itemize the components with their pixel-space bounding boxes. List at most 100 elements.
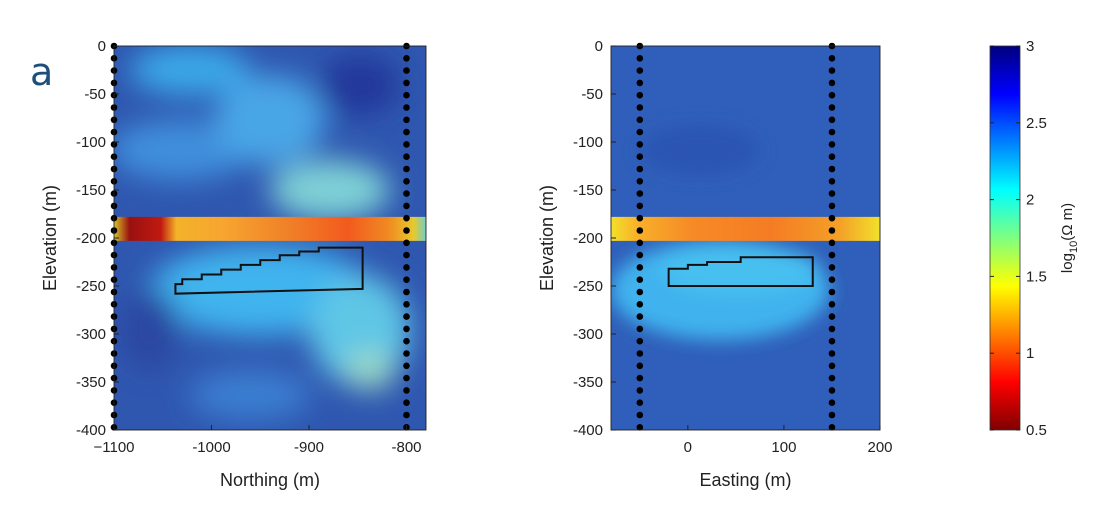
borehole-dot <box>403 128 410 136</box>
borehole-dot <box>636 128 644 136</box>
borehole-dot <box>828 399 836 407</box>
borehole-dot <box>403 202 410 210</box>
borehole-dot <box>636 424 644 431</box>
borehole-dot <box>403 288 410 296</box>
borehole-dot <box>636 178 644 185</box>
borehole-line-a-1 <box>110 42 118 431</box>
x-tick-label: -900 <box>294 439 324 456</box>
borehole-dot <box>636 399 644 407</box>
borehole-dot <box>403 153 410 160</box>
borehole-dot <box>403 387 410 394</box>
y-tick-label: -50 <box>581 86 603 103</box>
colorbar-tick-label: 2.5 <box>1026 115 1047 132</box>
colorbar-tick-label: 1.5 <box>1026 268 1047 285</box>
borehole-dot <box>403 190 410 197</box>
y-tick-label: 0 <box>595 38 603 55</box>
borehole-dot <box>828 362 836 370</box>
borehole-dot <box>403 104 410 111</box>
x-tick-label: 200 <box>867 439 892 456</box>
borehole-dot <box>636 141 644 148</box>
borehole-dot <box>403 276 410 284</box>
y-tick-label: -400 <box>76 422 106 439</box>
borehole-dot <box>636 337 644 345</box>
borehole-dot <box>636 104 644 111</box>
borehole-dot <box>403 313 410 320</box>
borehole-dot <box>636 202 644 210</box>
borehole-dot <box>828 325 836 333</box>
borehole-dot <box>403 301 410 308</box>
borehole-dot <box>636 190 644 197</box>
y-tick-label: -150 <box>573 182 603 199</box>
borehole-dot <box>636 288 644 296</box>
borehole-dot <box>403 239 410 247</box>
borehole-dot <box>828 387 836 394</box>
borehole-dot <box>636 67 644 74</box>
borehole-dot <box>636 301 644 308</box>
borehole-dot <box>636 362 644 370</box>
borehole-line-b-2 <box>828 42 836 431</box>
y-tick-label: -200 <box>76 230 106 247</box>
borehole-dot <box>828 374 836 382</box>
x-axis-label-a: Northing (m) <box>220 470 320 490</box>
y-tick-label: 0 <box>98 38 106 55</box>
panel-letter: a <box>30 50 54 94</box>
borehole-dot <box>828 190 836 197</box>
y-tick-label: -400 <box>573 422 603 439</box>
borehole-dot <box>403 165 410 173</box>
borehole-dot <box>403 362 410 370</box>
borehole-dot <box>636 116 644 124</box>
colorbar-tick-label: 0.5 <box>1026 422 1047 439</box>
colorbar-label: log10(Ω m) <box>1059 203 1080 273</box>
borehole-dot <box>828 288 836 296</box>
borehole-dot <box>403 325 410 333</box>
heatmap-panel-easting: 0 -50 -100 -150 -200 -250 -300 -350 -400 0 100 200 E… <box>537 38 893 490</box>
borehole-dot <box>828 104 836 111</box>
x-tick-label: −1100 <box>93 439 134 456</box>
borehole-dot <box>636 165 644 173</box>
borehole-dot <box>828 153 836 160</box>
y-tick-label: -100 <box>573 134 603 151</box>
borehole-dot <box>636 153 644 160</box>
borehole-dot <box>403 79 410 87</box>
borehole-dot <box>636 387 644 394</box>
borehole-dot <box>403 55 410 62</box>
borehole-dot <box>403 214 410 222</box>
borehole-dot <box>403 374 410 382</box>
borehole-dot <box>636 239 644 247</box>
borehole-dot <box>403 141 410 148</box>
borehole-dot <box>636 313 644 320</box>
x-tick-label: 100 <box>771 439 796 456</box>
borehole-dot <box>636 214 644 222</box>
y-tick-label: -300 <box>76 326 106 343</box>
borehole-dot <box>828 141 836 148</box>
borehole-dot <box>828 337 836 345</box>
heatmap-panel-northing: 0 -50 -100 -150 -200 -250 -300 -350 -400−1100 -10… <box>40 38 427 490</box>
borehole-dot <box>828 227 836 234</box>
colorbar: 3 2.5 2 1.5 1 0.5 log10(Ω m) <box>989 38 1080 439</box>
borehole-dot <box>828 67 836 74</box>
borehole-dot <box>403 251 410 259</box>
borehole-dot <box>828 313 836 320</box>
colorbar-gradient <box>989 45 1021 431</box>
borehole-dot <box>403 227 410 234</box>
borehole-dot <box>403 178 410 185</box>
borehole-dot <box>828 55 836 62</box>
borehole-dot <box>828 79 836 87</box>
target-outline-a <box>174 246 364 295</box>
borehole-dot <box>828 116 836 124</box>
borehole-line-b-1 <box>636 42 644 431</box>
borehole-dot <box>828 301 836 308</box>
resistive-band-b <box>611 216 880 241</box>
y-tick-label: -350 <box>573 374 603 391</box>
borehole-dot <box>403 399 410 407</box>
y-tick-label: -300 <box>573 326 603 343</box>
borehole-dot <box>828 178 836 185</box>
borehole-dot <box>636 325 644 333</box>
x-tick-label: 0 <box>684 439 692 456</box>
y-tick-label: -50 <box>84 86 106 103</box>
borehole-dot <box>636 91 644 99</box>
y-axis-label-a: Elevation (m) <box>40 185 60 291</box>
borehole-dot <box>828 202 836 210</box>
borehole-dot <box>636 251 644 259</box>
